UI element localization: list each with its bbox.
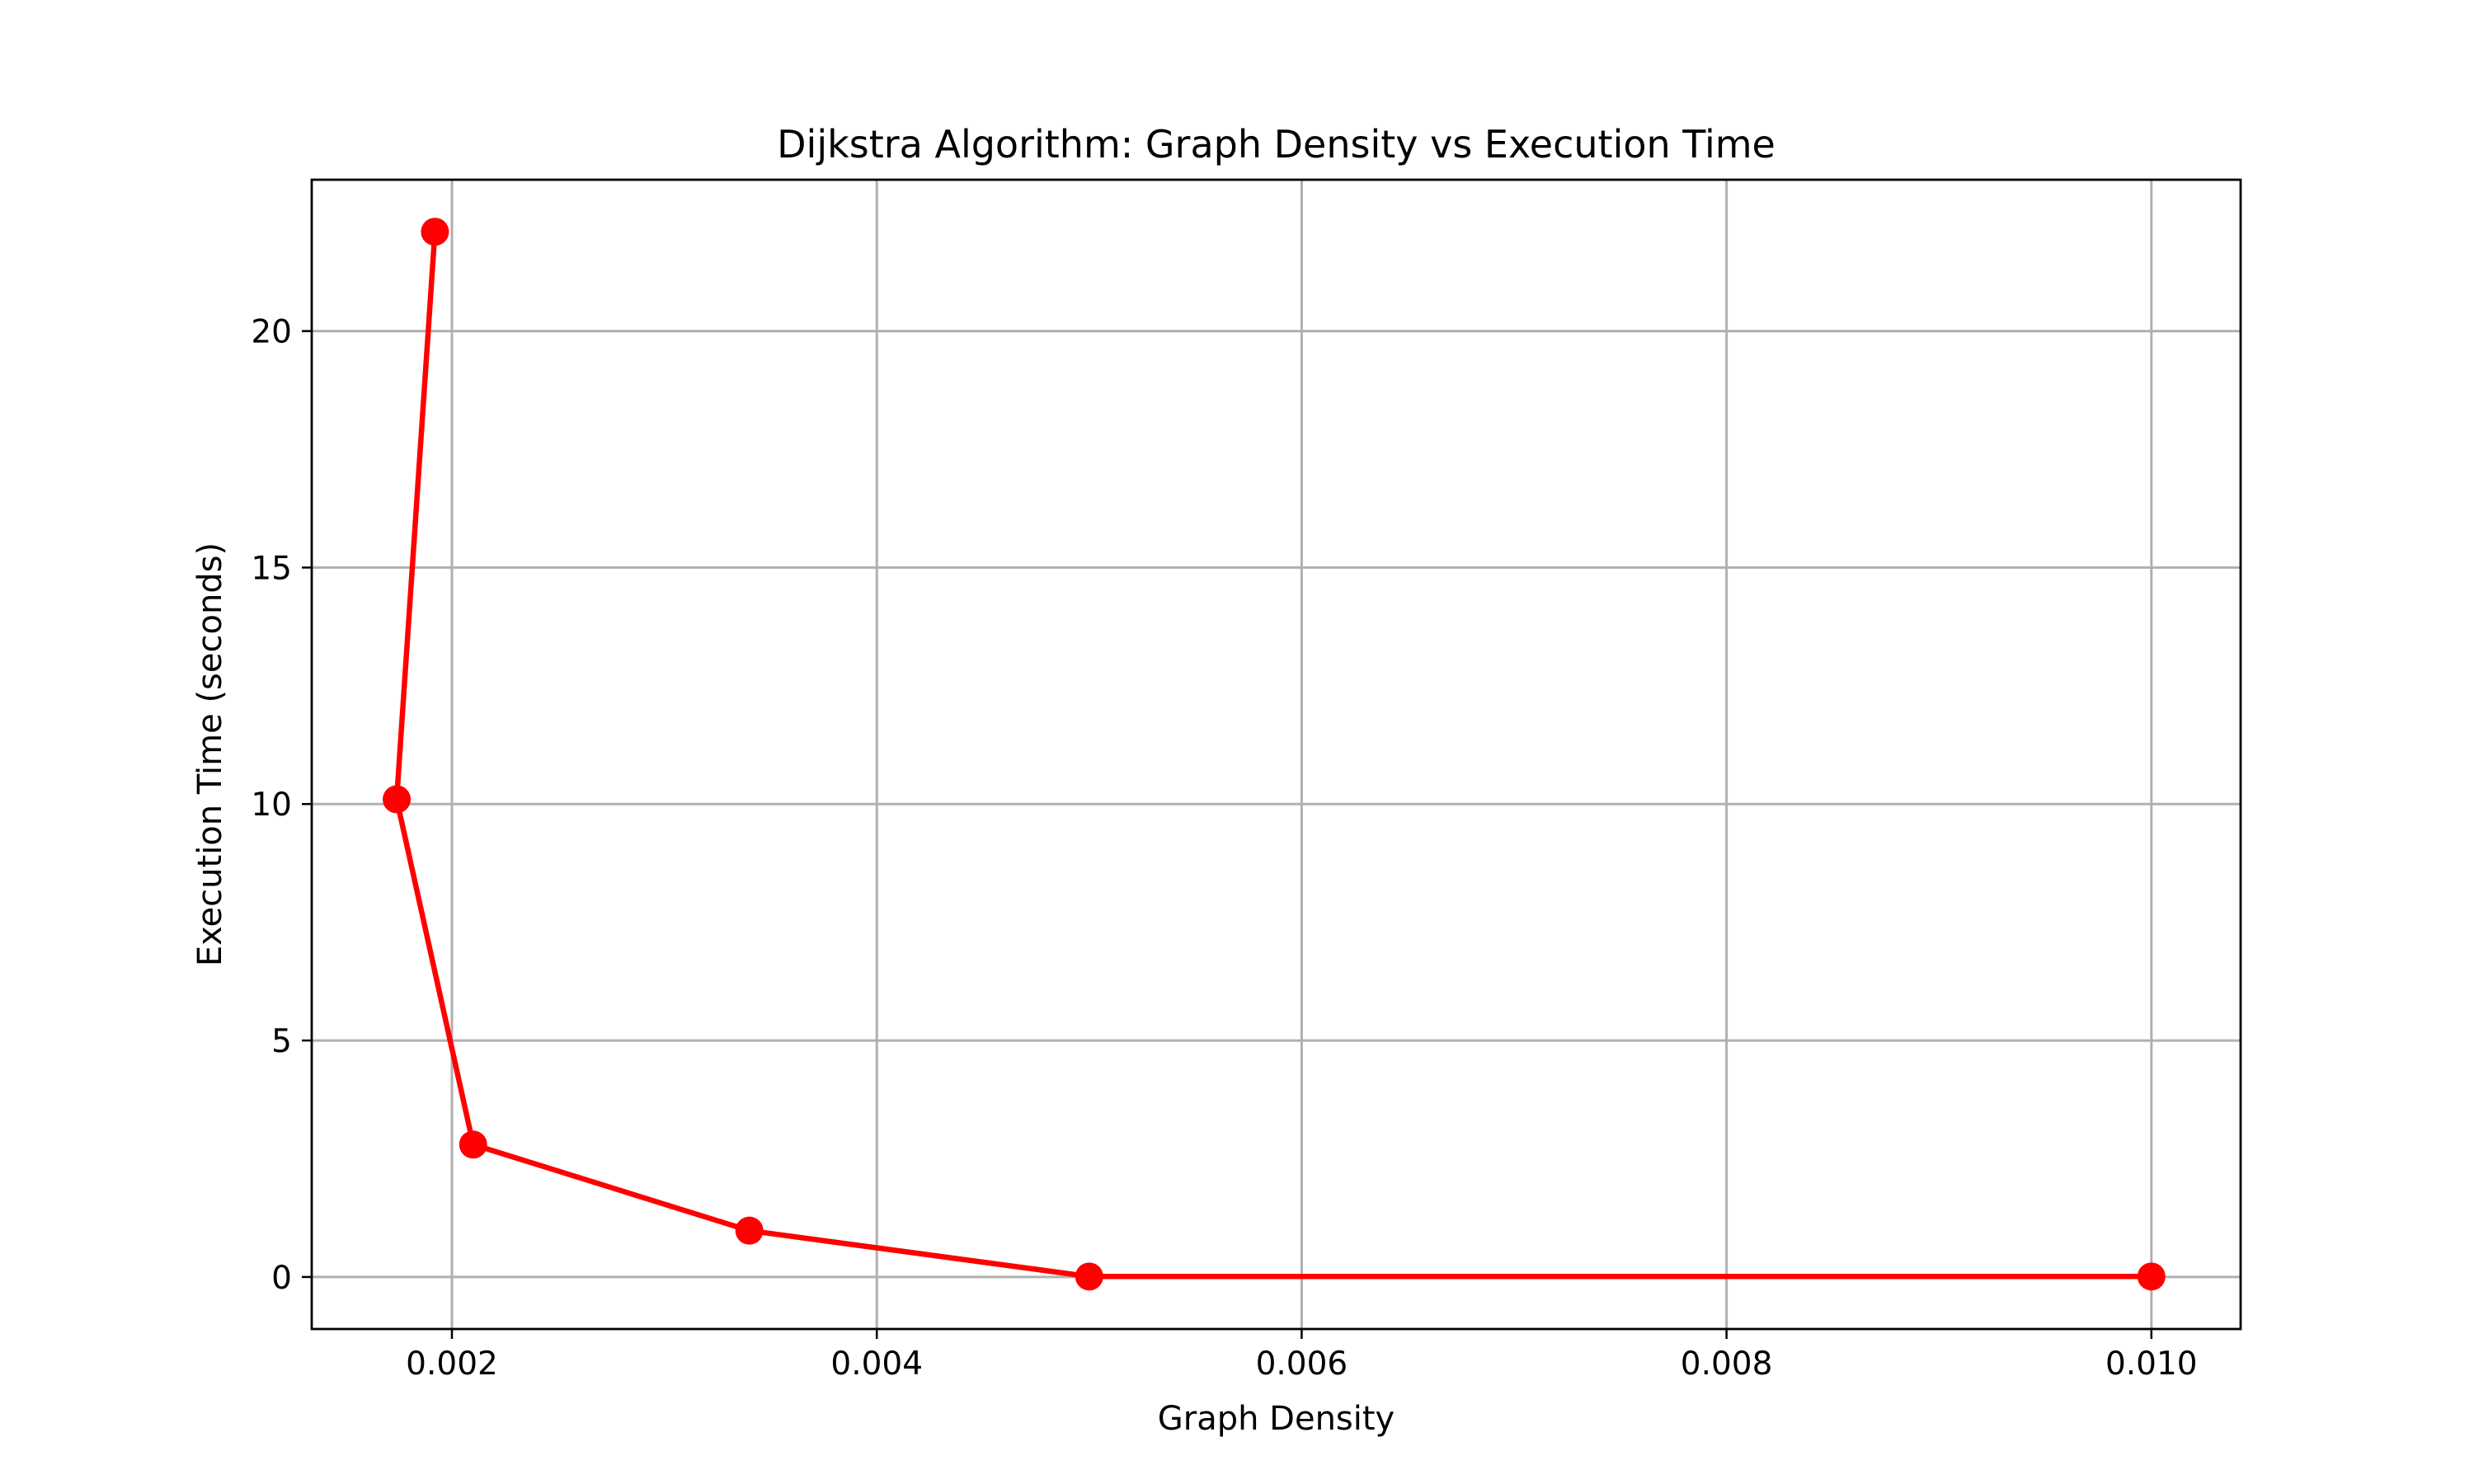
chart-title: Dijkstra Algorithm: Graph Density vs Exe… <box>777 122 1776 167</box>
data-point <box>383 785 412 814</box>
y-axis-label: Execution Time (seconds) <box>191 542 229 966</box>
series-layer <box>383 218 2166 1291</box>
x-axis-label: Graph Density <box>1158 1400 1395 1438</box>
y-tick-label: 10 <box>251 787 292 824</box>
y-tick-label: 0 <box>271 1260 292 1297</box>
x-tick-label: 0.004 <box>830 1345 923 1383</box>
series-line <box>393 228 2155 1280</box>
y-tick-label: 5 <box>271 1023 292 1060</box>
data-point <box>2137 1262 2166 1291</box>
data-point <box>1075 1262 1103 1291</box>
x-tick-label: 0.010 <box>2105 1345 2198 1383</box>
y-tick-label: 15 <box>251 550 292 587</box>
data-point <box>459 1130 487 1159</box>
data-point <box>735 1216 764 1245</box>
axis-ticks: 0.002 0.004 0.006 0.008 0.010 0 5 10 15 20 <box>251 314 2197 1383</box>
x-tick-label: 0.006 <box>1256 1345 1348 1383</box>
plot-frame <box>310 178 2242 1331</box>
x-tick-label: 0.002 <box>406 1345 498 1383</box>
data-point <box>421 218 449 247</box>
y-tick-label: 20 <box>251 314 292 351</box>
x-tick-label: 0.008 <box>1681 1345 1773 1383</box>
